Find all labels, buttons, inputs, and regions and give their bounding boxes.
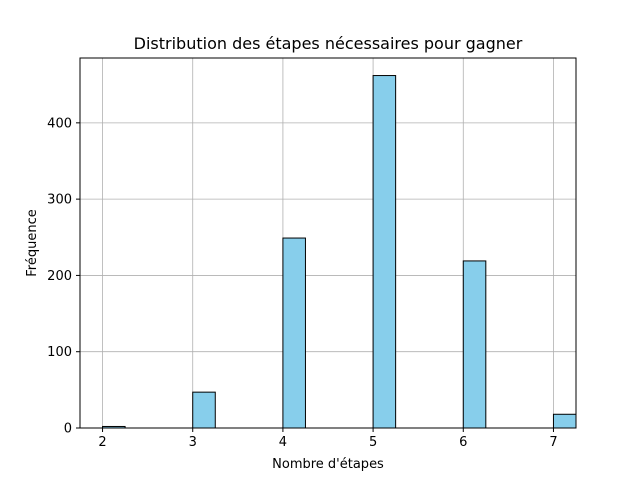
x-tick-label: 6 bbox=[459, 435, 467, 450]
plot-frame bbox=[79, 57, 577, 429]
y-axis-label: Fréquence bbox=[25, 209, 40, 276]
y-tick-label: 300 bbox=[47, 193, 72, 208]
chart-title: Distribution des étapes nécessaires pour… bbox=[134, 34, 523, 53]
x-tick-label: 7 bbox=[549, 435, 557, 450]
histogram-bar bbox=[372, 75, 397, 429]
y-ticks: 0 100 200 300 400 bbox=[47, 116, 80, 437]
x-tick-label: 4 bbox=[279, 435, 287, 450]
histogram-bar bbox=[552, 413, 577, 429]
y-tick-label: 200 bbox=[47, 269, 72, 284]
x-tick-label: 5 bbox=[369, 435, 377, 450]
histogram-bar bbox=[462, 260, 487, 429]
y-tick-label: 100 bbox=[47, 345, 72, 360]
x-tick-label: 3 bbox=[189, 435, 197, 450]
x-ticks: 2 3 4 5 6 7 bbox=[98, 428, 558, 450]
y-tick-label: 400 bbox=[47, 116, 72, 131]
grid-layer bbox=[80, 58, 576, 429]
histogram-bar bbox=[282, 237, 306, 429]
y-tick-label: 0 bbox=[64, 422, 72, 437]
histogram-bar bbox=[192, 391, 216, 429]
x-axis-label: Nombre d'étapes bbox=[272, 457, 384, 472]
x-tick-label: 2 bbox=[98, 435, 106, 450]
bars-layer bbox=[102, 75, 577, 429]
